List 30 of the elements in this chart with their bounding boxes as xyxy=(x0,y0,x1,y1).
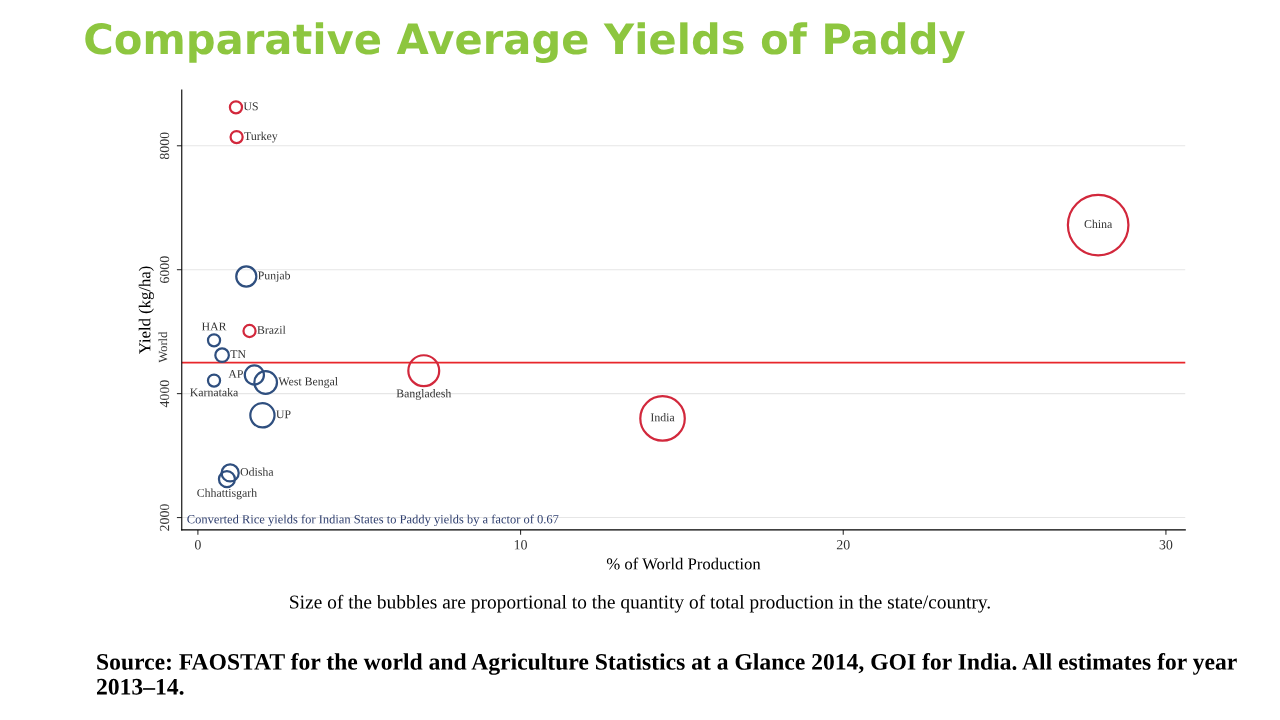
annotation: Karnataka xyxy=(190,388,239,397)
annotation: India xyxy=(650,413,675,422)
y-tick-label: 2000 xyxy=(159,504,170,531)
annotation: Converted Rice yields for Indian States to Paddy yields by a factor of 0.67 xyxy=(187,514,559,527)
annotation: China xyxy=(1084,219,1113,229)
x-tick-label: 0 xyxy=(194,540,201,550)
x-tick-label: 20 xyxy=(836,540,850,550)
annotation: AP xyxy=(228,370,243,378)
ref-line-label: World xyxy=(158,331,168,363)
y-tick-label: 6000 xyxy=(159,256,170,283)
text: Size of the bubbles are proportional to the quantity of total production in the state/country. xyxy=(290,594,990,613)
annotation: US xyxy=(243,102,258,111)
x-tick-label: 30 xyxy=(1159,540,1173,550)
annotation: TN xyxy=(230,350,246,359)
x-tick-label: 10 xyxy=(514,540,527,550)
y-tick-label: 4000 xyxy=(159,380,170,408)
annotation: Odisha xyxy=(240,467,274,476)
y-tick-label: 8000 xyxy=(159,132,170,160)
chart-title: Comparative Average Yields of Paddy xyxy=(85,22,965,63)
annotation: Punjab xyxy=(258,271,291,282)
source-note: Source: FAOSTAT for the world and Agriculture Statistics at a Glance 2014, GOI for India. All estimates for year 2013–14. xyxy=(96,652,1237,695)
y-axis-title: Yield (kg/ha) xyxy=(138,266,154,354)
annotation: Bangladesh xyxy=(396,389,452,400)
annotation: West Bengal xyxy=(278,377,338,388)
annotation: Brazil xyxy=(257,325,286,334)
annotation: HAR xyxy=(201,322,227,331)
annotation: UP xyxy=(276,410,291,419)
annotation: Chhattisgarh xyxy=(197,488,257,500)
x-axis-title: % of World Production xyxy=(606,557,761,570)
annotation: Turkey xyxy=(244,131,278,143)
